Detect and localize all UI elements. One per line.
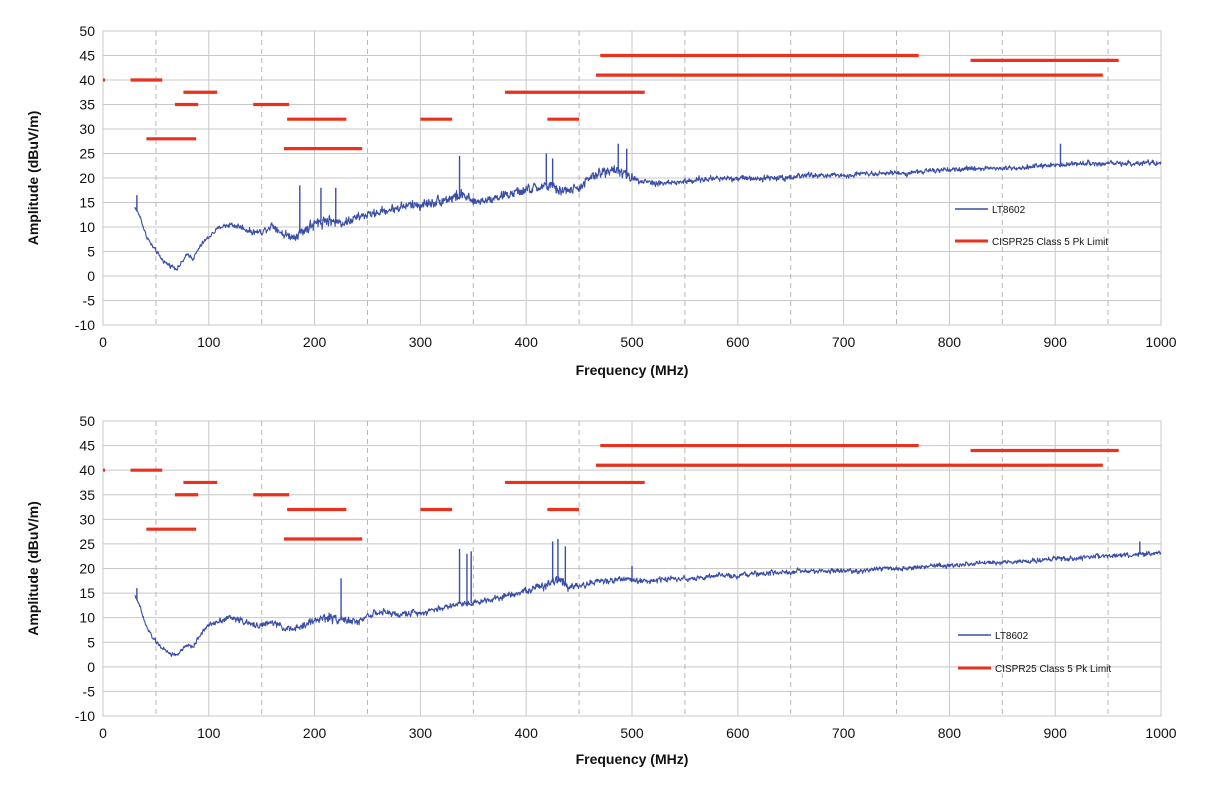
y-tick-label: 0 <box>87 268 95 284</box>
x-tick-label: 100 <box>197 334 221 350</box>
y-tick-label: 35 <box>79 97 95 113</box>
legend-label-limit: CISPR25 Class 5 Pk Limit <box>995 664 1111 675</box>
x-tick-label: 800 <box>938 725 962 741</box>
x-tick-label: 100 <box>197 725 221 741</box>
x-tick-label: 200 <box>303 334 327 350</box>
y-tick-label: -10 <box>75 708 95 724</box>
x-tick-label: 600 <box>726 725 750 741</box>
series-line-lt8602 <box>134 550 1162 657</box>
y-tick-label: 10 <box>79 610 95 626</box>
x-axis-title: Frequency (MHz) <box>576 751 689 767</box>
x-tick-label: 300 <box>409 334 433 350</box>
x-tick-label: 1000 <box>1145 725 1176 741</box>
y-tick-label: 20 <box>79 561 95 577</box>
y-tick-label: 40 <box>79 462 95 478</box>
y-tick-label: 15 <box>79 585 95 601</box>
y-tick-label: 45 <box>79 48 95 64</box>
y-tick-label: 0 <box>87 659 95 675</box>
y-tick-label: 20 <box>79 170 95 186</box>
y-tick-label: -5 <box>83 683 96 699</box>
x-tick-label: 300 <box>409 725 433 741</box>
x-tick-label: 800 <box>938 334 962 350</box>
y-tick-label: 5 <box>87 244 95 260</box>
x-tick-label: 700 <box>832 334 856 350</box>
y-tick-label: 45 <box>79 438 95 454</box>
y-tick-label: -5 <box>83 293 96 309</box>
y-tick-label: -10 <box>75 317 95 333</box>
y-tick-label: 30 <box>79 511 95 527</box>
x-tick-label: 600 <box>726 334 750 350</box>
y-tick-label: 35 <box>79 487 95 503</box>
x-tick-label: 200 <box>303 725 327 741</box>
y-tick-label: 30 <box>79 121 95 137</box>
y-tick-label: 15 <box>79 195 95 211</box>
legend-label-emission: LT8602 <box>992 205 1026 216</box>
x-tick-label: 400 <box>515 725 539 741</box>
x-tick-label: 500 <box>620 334 644 350</box>
y-axis-title: Amplitude (dBuV/m) <box>25 111 41 246</box>
x-tick-label: 0 <box>99 725 107 741</box>
y-tick-label: 5 <box>87 634 95 650</box>
y-tick-label: 25 <box>79 536 95 552</box>
x-tick-label: 400 <box>515 334 539 350</box>
x-tick-label: 700 <box>832 725 856 741</box>
y-tick-label: 40 <box>79 72 95 88</box>
y-axis-title: Amplitude (dBuV/m) <box>25 501 41 636</box>
x-axis-title: Frequency (MHz) <box>576 362 689 378</box>
y-tick-label: 50 <box>79 413 95 429</box>
series-line-lt8602 <box>134 159 1162 271</box>
legend-label-limit: CISPR25 Class 5 Pk Limit <box>992 237 1108 248</box>
legend-label-emission: LT8602 <box>995 631 1029 642</box>
x-tick-label: 0 <box>99 334 107 350</box>
x-tick-label: 900 <box>1044 725 1068 741</box>
x-tick-label: 900 <box>1044 334 1068 350</box>
y-tick-label: 50 <box>79 23 95 39</box>
y-tick-label: 25 <box>79 146 95 162</box>
x-tick-label: 500 <box>620 725 644 741</box>
y-tick-label: 10 <box>79 219 95 235</box>
x-tick-label: 1000 <box>1145 334 1176 350</box>
